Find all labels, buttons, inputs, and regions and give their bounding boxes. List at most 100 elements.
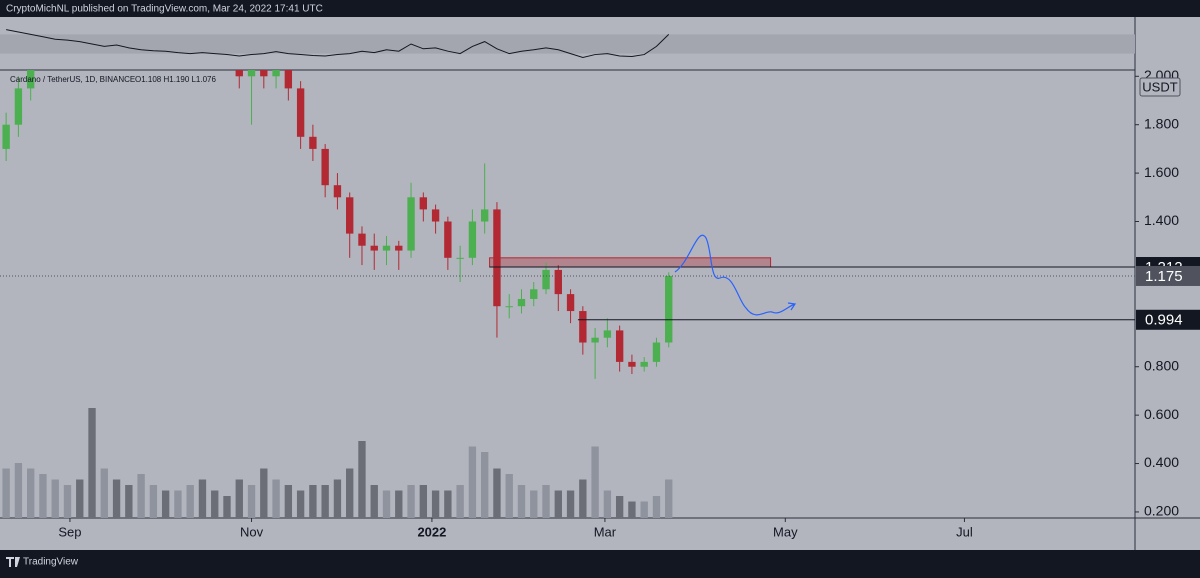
volume-bar <box>419 485 428 518</box>
y-tick-label: 0.600 <box>1144 406 1179 422</box>
volume-bar <box>395 490 403 518</box>
volume-bar <box>333 479 342 518</box>
candle-body <box>358 233 366 246</box>
x-tick-label: 2022 <box>417 524 446 539</box>
volume-bar <box>100 468 108 518</box>
indicator-line <box>6 29 670 58</box>
volume-bar <box>480 452 489 518</box>
candle-body <box>652 342 661 362</box>
candle-body <box>480 209 489 222</box>
volume-bar <box>493 468 501 518</box>
volume-bar <box>468 446 477 518</box>
volume-bar <box>407 485 415 518</box>
candle-body <box>346 197 354 234</box>
x-tick-label: May <box>773 524 798 539</box>
candle-body <box>247 70 256 77</box>
volume-bar <box>382 490 391 518</box>
candle-body <box>628 361 636 367</box>
candle-body <box>321 148 329 186</box>
candle-body <box>370 245 378 251</box>
candle-body <box>554 269 562 295</box>
projection-drawing <box>674 234 797 316</box>
candle-body <box>444 221 452 258</box>
volume-bar <box>566 490 575 518</box>
volume-bar <box>174 490 182 518</box>
volume-bar <box>14 463 23 518</box>
y-tick-label: 0.400 <box>1144 454 1179 470</box>
chart-background <box>0 17 1200 550</box>
candle-body <box>431 209 440 222</box>
candle-body <box>542 269 550 290</box>
volume-bar <box>652 496 661 518</box>
price-label-box <box>1136 309 1200 330</box>
y-tick-label: 0.800 <box>1144 357 1179 373</box>
candle-body <box>591 337 599 343</box>
candle-body <box>382 245 391 251</box>
candle-body <box>419 197 428 210</box>
candle-body <box>2 124 10 149</box>
candle-body <box>395 245 403 251</box>
volume-bar <box>431 490 440 518</box>
volume-bar <box>628 501 636 518</box>
volume-bar <box>198 479 207 518</box>
volume-bar <box>247 485 256 518</box>
volume-bar <box>444 490 452 518</box>
y-tick-label: 1.800 <box>1144 115 1179 131</box>
candle-body <box>517 298 526 307</box>
candle-body <box>456 257 464 259</box>
price-label: 0.994 <box>1145 312 1183 329</box>
symbol-label: Cardano / TetherUS, 1D, BINANCE <box>10 75 135 84</box>
volume-bar <box>456 485 464 518</box>
volume-bar <box>26 468 35 518</box>
volume-bar <box>603 490 612 518</box>
x-tick-label: Mar <box>594 524 617 539</box>
y-tick-label: 1.400 <box>1144 212 1179 228</box>
candle-body <box>272 70 280 77</box>
volume-bar <box>125 485 133 518</box>
volume-bar <box>665 479 673 518</box>
volume-bar <box>530 490 538 518</box>
candle-body <box>665 275 673 343</box>
volume-bar <box>39 474 47 518</box>
volume-bar <box>640 501 648 518</box>
x-tick-label: Sep <box>58 524 81 539</box>
volume-bar <box>579 479 587 518</box>
volume-bar <box>51 479 59 518</box>
volume-bar <box>76 479 84 518</box>
volume-bar <box>211 490 219 518</box>
candle-body <box>284 70 293 89</box>
candle-body <box>333 185 342 198</box>
volume-bar <box>542 485 550 518</box>
candle-body <box>579 311 587 343</box>
candle-body <box>566 294 575 312</box>
y-tick-label: 0.200 <box>1144 503 1179 519</box>
candle-body <box>603 330 612 338</box>
price-label: 1.175 <box>1145 268 1183 285</box>
volume-bar <box>161 490 170 518</box>
volume-bar <box>137 474 145 518</box>
x-tick-label: Jul <box>956 524 973 539</box>
volume-bar <box>370 485 378 518</box>
publisher: CryptoMichNL published on TradingView.co… <box>6 4 323 15</box>
volume-bar <box>358 441 366 518</box>
volume-bar <box>591 446 599 518</box>
volume-bar <box>309 485 317 518</box>
volume-bar <box>260 468 268 518</box>
volume-bar <box>88 408 96 518</box>
volume-bar <box>235 479 243 518</box>
volume-bar <box>284 485 293 518</box>
indicator-band <box>0 34 1135 54</box>
volume-bar <box>149 485 158 518</box>
candle-body <box>505 306 513 308</box>
ohlc-label: O1.108 H1.190 L1.076 <box>135 75 217 84</box>
volume-bar <box>186 485 194 518</box>
volume-bar <box>223 496 231 518</box>
volume-bar <box>346 468 354 518</box>
candle-body <box>26 70 35 89</box>
volume-bar <box>272 479 280 518</box>
resistance-zone <box>489 257 772 268</box>
candle-body <box>468 221 477 258</box>
volume-bar <box>296 490 305 518</box>
x-tick-label: Nov <box>240 524 264 539</box>
